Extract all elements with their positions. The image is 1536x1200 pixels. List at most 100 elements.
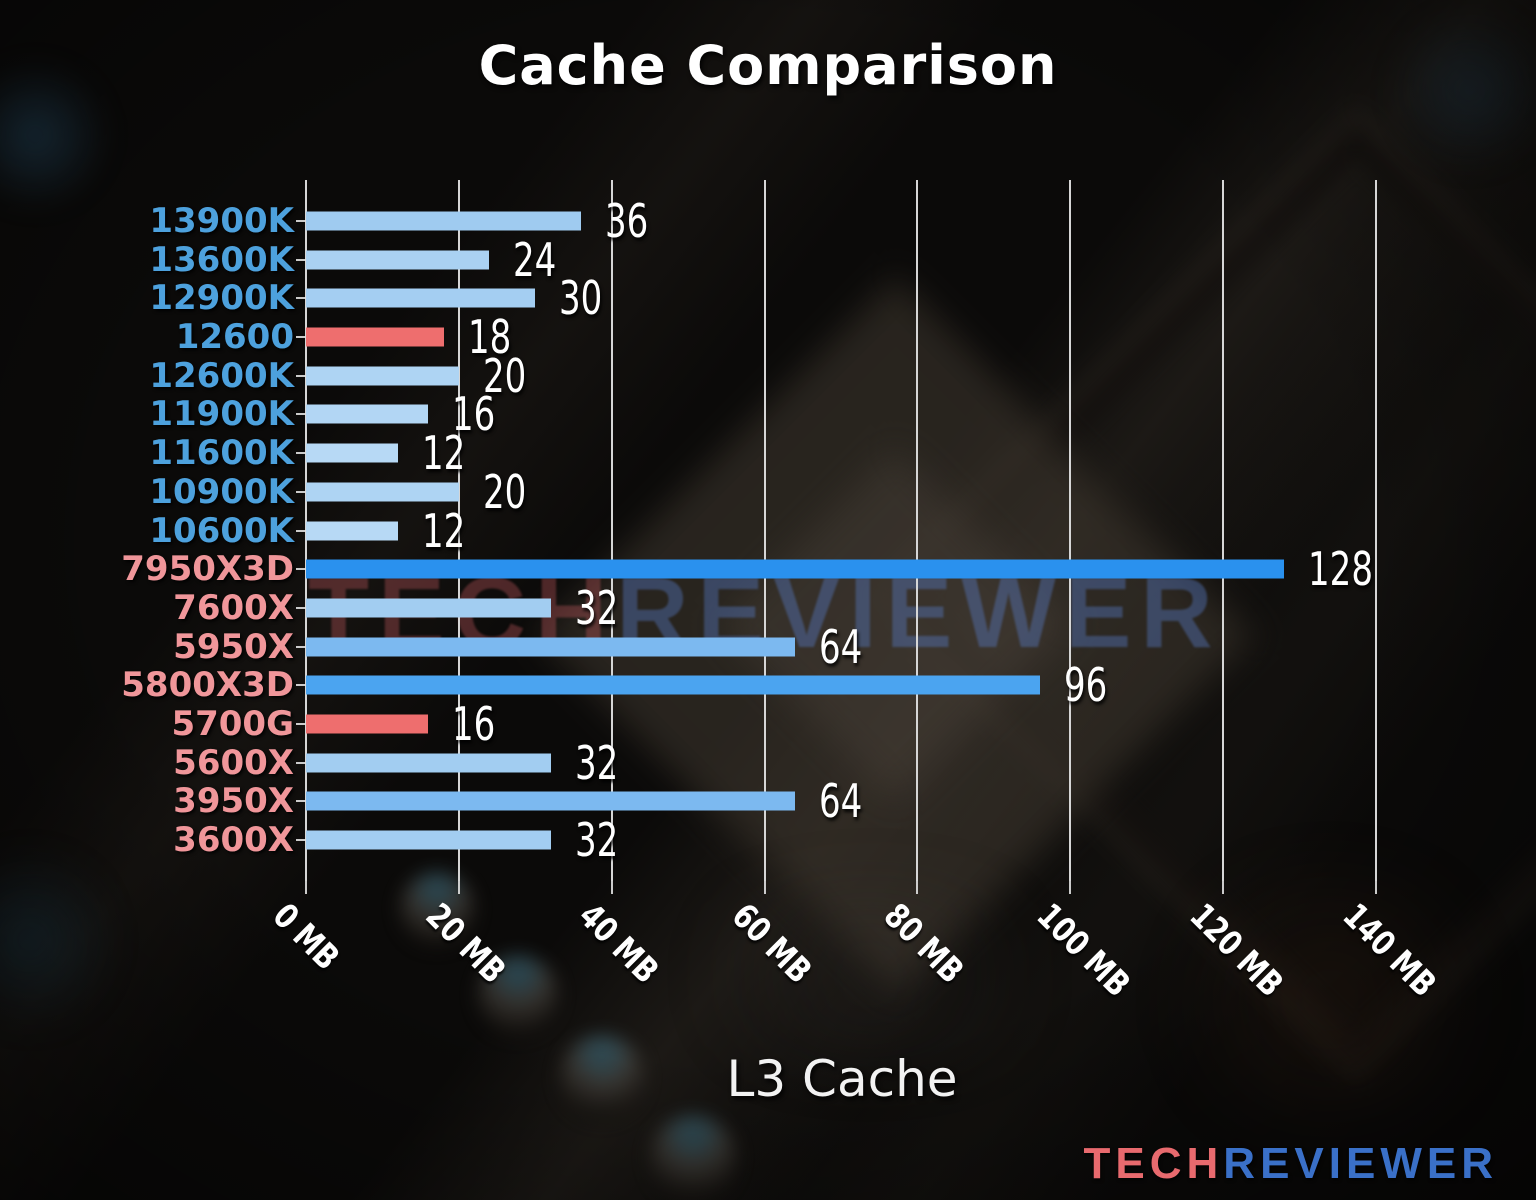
value-label: 16	[452, 387, 496, 442]
value-label: 64	[819, 774, 863, 829]
bar	[306, 714, 429, 734]
y-tick-mark	[296, 220, 306, 222]
y-tick-mark	[296, 722, 306, 725]
x-tick-label: 80 MB	[876, 896, 988, 1008]
value-label: 16	[452, 696, 496, 751]
x-tick-mark	[610, 881, 613, 894]
value-label: 96	[1063, 658, 1108, 713]
bar-row: 7950X3D 128	[0, 542, 1536, 596]
category-label: 12600K	[149, 355, 294, 396]
value-label: 20	[482, 464, 527, 519]
value-label: 32	[574, 813, 618, 868]
x-tick-label-text: 20 MB	[417, 896, 514, 992]
x-tick-label-text: 100 MB	[1028, 896, 1138, 1005]
bar	[306, 791, 796, 811]
category-label: 12900K	[149, 278, 294, 319]
x-tick-label: 0 MB	[265, 896, 361, 992]
x-tick-mark	[763, 881, 766, 894]
value-label: 36	[605, 194, 649, 248]
value-label: 20	[482, 348, 527, 403]
category-label: 12600	[175, 317, 294, 358]
bar-row: 5600X 32	[0, 736, 1536, 790]
x-tick-label-text: 60 MB	[723, 896, 819, 992]
x-tick-label: 100 MB	[1029, 896, 1158, 1025]
bar-row: 12900K 30	[0, 271, 1536, 325]
y-tick-mark	[296, 645, 306, 648]
bar-row: 3950X 64	[0, 774, 1536, 828]
x-tick-label: 120 MB	[1182, 896, 1311, 1025]
category-label: 13900K	[149, 201, 294, 241]
logo-reviewer: REVIEWER	[1223, 1139, 1498, 1188]
gridline	[1222, 180, 1225, 881]
y-tick-mark	[296, 529, 306, 532]
x-tick-label-text: 40 MB	[570, 896, 666, 992]
x-tick-mark	[305, 881, 307, 894]
category-label: 7950X3D	[121, 549, 294, 590]
gridline	[763, 180, 766, 881]
bar	[306, 830, 551, 850]
y-tick-mark	[296, 839, 306, 842]
value-label: 32	[574, 580, 618, 635]
category-label: 3600X	[173, 820, 294, 861]
value-label: 18	[467, 310, 511, 365]
bar	[306, 327, 444, 347]
bar	[306, 521, 398, 541]
value-label: 12	[421, 426, 466, 481]
value-label: 24	[513, 232, 557, 287]
bar	[306, 404, 429, 424]
gridline	[1375, 180, 1377, 881]
bar	[306, 211, 582, 231]
category-label: 5950X	[173, 626, 294, 667]
bar-row: 10900K 20	[0, 465, 1536, 519]
bar	[306, 250, 490, 270]
category-label: 10600K	[149, 510, 294, 551]
category-label: 5600X	[173, 742, 294, 783]
gridline	[916, 180, 919, 881]
bar-row: 10600K 12	[0, 504, 1536, 558]
bar	[306, 482, 459, 502]
bar	[306, 366, 459, 386]
bar-row: 3600X 32	[0, 813, 1536, 867]
value-label: 12	[421, 503, 466, 558]
y-tick-mark	[296, 258, 306, 261]
bar	[306, 637, 796, 657]
y-tick-mark	[296, 761, 306, 764]
bar-row: 13600K 24	[0, 233, 1536, 287]
x-tick-label: 140 MB	[1335, 896, 1464, 1025]
x-tick-label: 60 MB	[723, 896, 835, 1008]
category-label: 5700G	[171, 703, 294, 744]
y-tick-mark	[296, 606, 306, 609]
bar	[306, 675, 1040, 695]
y-tick-mark	[296, 800, 306, 803]
category-label: 3950X	[173, 781, 294, 822]
bar	[306, 559, 1285, 579]
bar-row: 5800X3D 96	[0, 658, 1536, 712]
x-tick-label: 20 MB	[418, 896, 530, 1008]
y-tick-mark	[296, 568, 306, 571]
bar-row: 11900K 16	[0, 387, 1536, 441]
value-label: 32	[574, 735, 618, 790]
logo-tech: TECH	[1083, 1139, 1224, 1188]
category-label: 11900K	[149, 394, 294, 435]
bar	[306, 443, 398, 463]
bar-row: 12600 18	[0, 310, 1536, 364]
bar-row: 5700G 16	[0, 697, 1536, 751]
value-label: 128	[1308, 542, 1374, 597]
bar-row: 11600K 12	[0, 426, 1536, 480]
x-tick-mark	[1222, 881, 1225, 894]
x-tick-label-text: 120 MB	[1181, 896, 1291, 1005]
category-label: 11600K	[149, 433, 294, 474]
bar	[306, 288, 536, 308]
category-label: 13600K	[149, 239, 294, 280]
value-label: 30	[559, 271, 603, 326]
techreviewer-logo: TECHREVIEWER	[1084, 1139, 1498, 1189]
bar-row: 12600K 20	[0, 349, 1536, 403]
chart-title: Cache Comparison	[478, 34, 1058, 97]
category-label: 7600X	[173, 587, 294, 628]
category-label: 5800X3D	[121, 665, 294, 706]
category-label: 10900K	[149, 471, 294, 512]
y-tick-mark	[296, 374, 306, 377]
x-tick-mark	[457, 881, 460, 894]
